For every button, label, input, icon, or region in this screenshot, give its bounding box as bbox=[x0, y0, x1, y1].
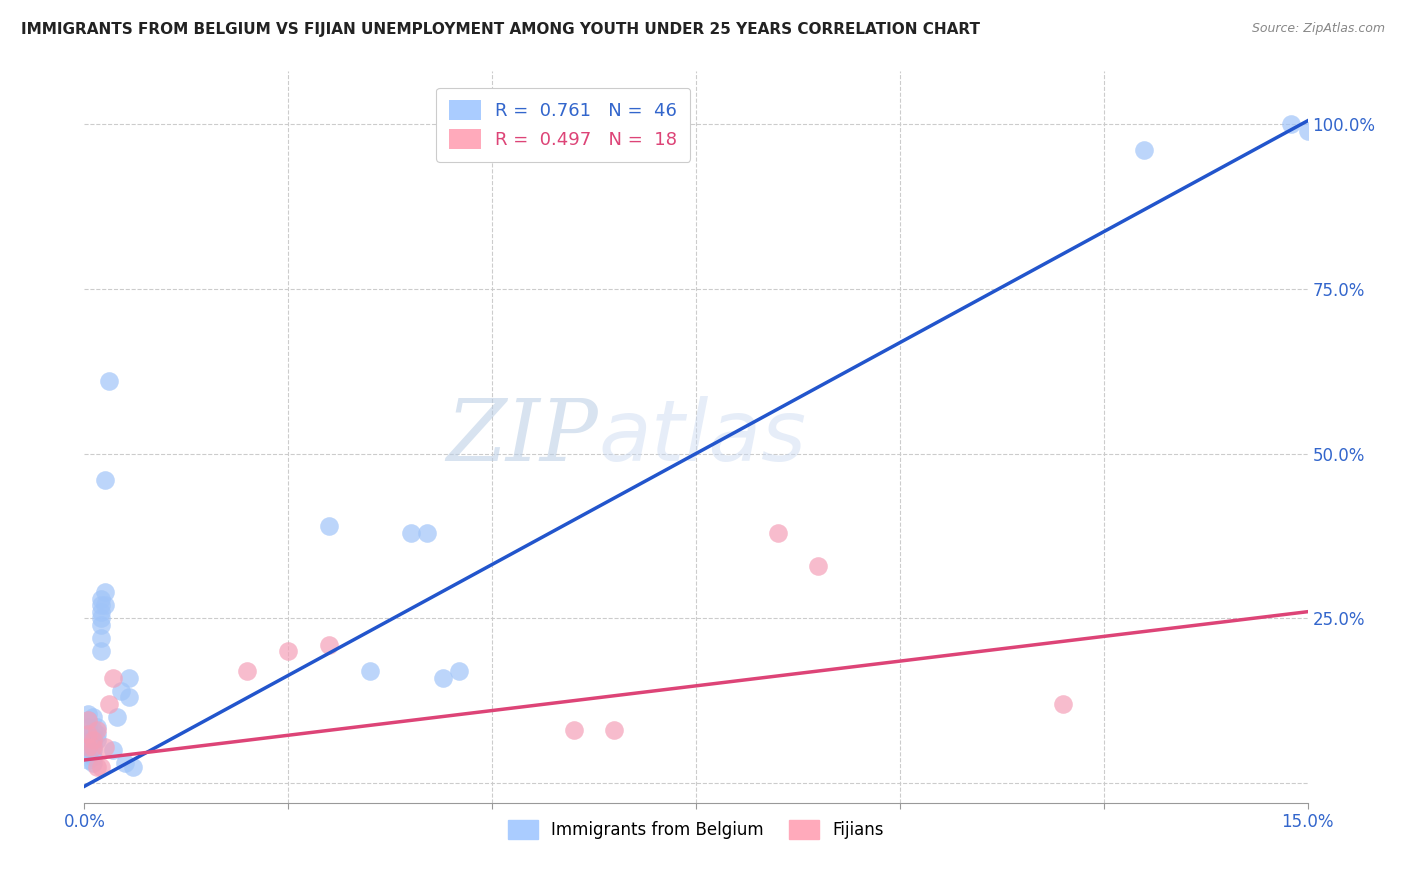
Text: atlas: atlas bbox=[598, 395, 806, 479]
Point bbox=[1279, 117, 1302, 131]
Point bbox=[110, 683, 132, 698]
Point bbox=[105, 710, 128, 724]
Point bbox=[90, 611, 112, 625]
Point bbox=[114, 756, 136, 771]
Point bbox=[77, 733, 100, 747]
Point bbox=[90, 591, 112, 606]
Point bbox=[77, 747, 100, 761]
Point bbox=[82, 743, 104, 757]
Point bbox=[77, 739, 100, 754]
Point bbox=[82, 737, 104, 751]
Legend: Immigrants from Belgium, Fijians: Immigrants from Belgium, Fijians bbox=[502, 814, 890, 846]
Point bbox=[399, 525, 422, 540]
Point bbox=[90, 598, 112, 612]
Point bbox=[77, 753, 100, 767]
Point bbox=[766, 525, 789, 540]
Point bbox=[93, 739, 115, 754]
Point bbox=[90, 618, 112, 632]
Point bbox=[90, 631, 112, 645]
Point bbox=[86, 720, 108, 734]
Point bbox=[118, 671, 141, 685]
Point bbox=[416, 525, 439, 540]
Point bbox=[86, 726, 108, 740]
Point bbox=[82, 730, 104, 744]
Point bbox=[90, 605, 112, 619]
Point bbox=[359, 664, 381, 678]
Point bbox=[82, 749, 104, 764]
Text: Source: ZipAtlas.com: Source: ZipAtlas.com bbox=[1251, 22, 1385, 36]
Point bbox=[277, 644, 299, 658]
Point bbox=[97, 697, 120, 711]
Point bbox=[807, 558, 830, 573]
Point bbox=[90, 644, 112, 658]
Point bbox=[77, 739, 100, 754]
Point bbox=[1296, 123, 1319, 137]
Point bbox=[82, 739, 104, 754]
Point bbox=[86, 723, 108, 738]
Point bbox=[118, 690, 141, 705]
Point bbox=[77, 726, 100, 740]
Point bbox=[236, 664, 259, 678]
Point bbox=[77, 714, 100, 728]
Point bbox=[449, 664, 471, 678]
Point bbox=[77, 706, 100, 721]
Point bbox=[122, 759, 145, 773]
Point bbox=[1052, 697, 1074, 711]
Point bbox=[432, 671, 454, 685]
Point bbox=[77, 714, 100, 728]
Point bbox=[1133, 144, 1156, 158]
Point bbox=[86, 733, 108, 747]
Text: ZIP: ZIP bbox=[446, 396, 598, 478]
Point bbox=[97, 374, 120, 388]
Point bbox=[82, 756, 104, 771]
Point bbox=[82, 710, 104, 724]
Point bbox=[86, 759, 108, 773]
Point bbox=[318, 519, 340, 533]
Point bbox=[77, 720, 100, 734]
Point bbox=[93, 585, 115, 599]
Point bbox=[603, 723, 626, 738]
Point bbox=[101, 743, 124, 757]
Point bbox=[82, 723, 104, 738]
Point bbox=[101, 671, 124, 685]
Point bbox=[562, 723, 585, 738]
Point bbox=[77, 726, 100, 740]
Point bbox=[318, 638, 340, 652]
Point bbox=[93, 598, 115, 612]
Point bbox=[82, 733, 104, 747]
Text: IMMIGRANTS FROM BELGIUM VS FIJIAN UNEMPLOYMENT AMONG YOUTH UNDER 25 YEARS CORREL: IMMIGRANTS FROM BELGIUM VS FIJIAN UNEMPL… bbox=[21, 22, 980, 37]
Point bbox=[90, 759, 112, 773]
Point bbox=[93, 473, 115, 487]
